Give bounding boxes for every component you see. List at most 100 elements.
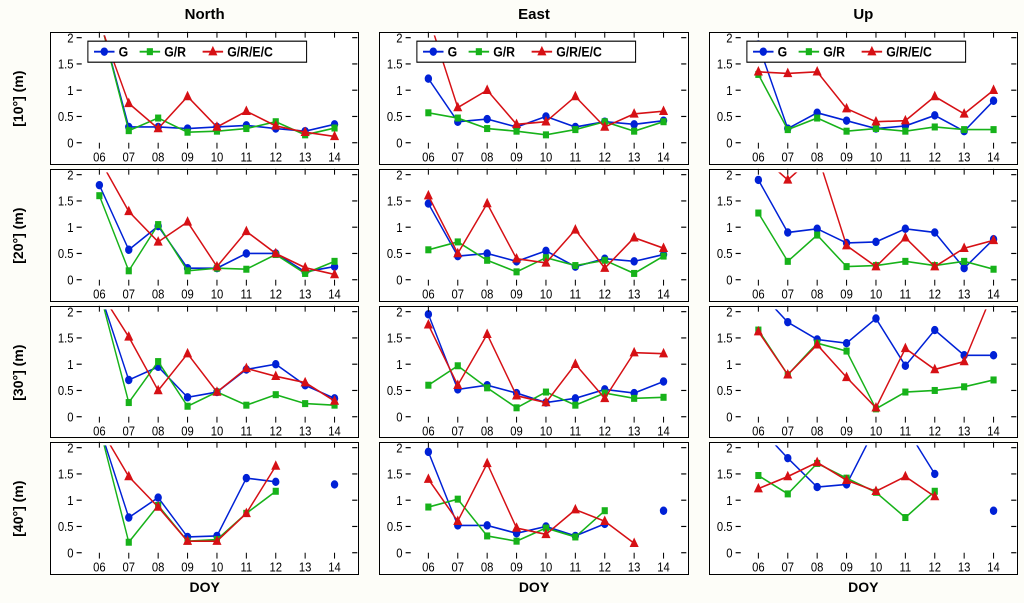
svg-text:09: 09: [511, 560, 524, 575]
svg-text:0.5: 0.5: [58, 109, 74, 124]
svg-text:13: 13: [958, 560, 971, 575]
svg-text:0.5: 0.5: [387, 383, 403, 398]
svg-text:14: 14: [658, 423, 671, 438]
svg-text:06: 06: [752, 423, 765, 438]
svg-text:12: 12: [599, 286, 612, 301]
svg-text:0: 0: [67, 409, 74, 424]
svg-text:07: 07: [452, 560, 465, 575]
svg-text:0: 0: [726, 546, 733, 561]
svg-text:08: 08: [481, 560, 494, 575]
svg-text:13: 13: [958, 286, 971, 301]
svg-text:1: 1: [397, 83, 404, 98]
svg-text:12: 12: [928, 150, 941, 165]
svg-text:11: 11: [570, 286, 582, 301]
svg-text:0.5: 0.5: [717, 383, 733, 398]
svg-text:06: 06: [422, 560, 435, 575]
svg-text:0.5: 0.5: [717, 246, 733, 261]
svg-text:G/R: G/R: [494, 44, 516, 60]
svg-text:G/R: G/R: [164, 44, 186, 60]
svg-text:11: 11: [570, 560, 582, 575]
svg-text:2: 2: [726, 167, 733, 182]
svg-text:08: 08: [152, 423, 165, 438]
svg-text:12: 12: [928, 560, 941, 575]
svg-text:12: 12: [928, 286, 941, 301]
svg-text:G/R/E/C: G/R/E/C: [557, 44, 603, 60]
chart-panel: 00.511.52060708091011121314: [50, 169, 359, 302]
svg-text:13: 13: [299, 286, 312, 301]
svg-text:1.5: 1.5: [387, 194, 403, 209]
svg-text:08: 08: [811, 423, 824, 438]
svg-text:08: 08: [152, 150, 165, 165]
chart-panel: 00.511.52060708091011121314GG/RG/R/E/C: [379, 32, 688, 165]
svg-text:08: 08: [152, 560, 165, 575]
svg-text:1: 1: [67, 83, 74, 98]
svg-text:0: 0: [397, 409, 404, 424]
svg-text:1: 1: [397, 493, 404, 508]
svg-text:1: 1: [67, 493, 74, 508]
svg-text:07: 07: [781, 286, 794, 301]
svg-text:G/R/E/C: G/R/E/C: [886, 44, 932, 60]
svg-text:14: 14: [328, 560, 341, 575]
svg-text:07: 07: [452, 150, 465, 165]
svg-text:13: 13: [958, 150, 971, 165]
svg-text:0.5: 0.5: [58, 520, 74, 535]
svg-text:09: 09: [511, 423, 524, 438]
svg-text:09: 09: [840, 150, 853, 165]
svg-text:08: 08: [481, 423, 494, 438]
svg-text:0.5: 0.5: [387, 246, 403, 261]
column-title: North: [50, 6, 359, 28]
svg-text:G/R/E/C: G/R/E/C: [227, 44, 273, 60]
svg-text:13: 13: [299, 150, 312, 165]
svg-text:11: 11: [241, 150, 253, 165]
svg-text:14: 14: [987, 560, 1000, 575]
svg-text:12: 12: [269, 423, 282, 438]
svg-text:09: 09: [840, 560, 853, 575]
svg-text:10: 10: [869, 423, 882, 438]
svg-text:07: 07: [123, 560, 136, 575]
svg-text:G: G: [777, 44, 787, 60]
svg-text:1: 1: [726, 220, 733, 235]
svg-text:08: 08: [481, 286, 494, 301]
svg-text:09: 09: [511, 286, 524, 301]
x-axis-label: DOY: [709, 579, 1018, 597]
svg-text:2: 2: [726, 304, 733, 319]
svg-text:14: 14: [987, 150, 1000, 165]
svg-text:06: 06: [752, 150, 765, 165]
svg-text:2: 2: [67, 441, 74, 456]
chart-panel: 00.511.52060708091011121314: [379, 442, 688, 575]
svg-text:0: 0: [67, 272, 74, 287]
svg-text:0: 0: [726, 272, 733, 287]
svg-text:10: 10: [540, 286, 553, 301]
svg-text:2: 2: [67, 167, 74, 182]
svg-text:10: 10: [211, 560, 224, 575]
svg-text:0: 0: [67, 136, 74, 151]
svg-text:2: 2: [67, 31, 74, 46]
svg-text:0: 0: [67, 546, 74, 561]
svg-text:09: 09: [181, 286, 194, 301]
svg-text:11: 11: [241, 423, 253, 438]
row-label: [30°] (m): [6, 306, 30, 439]
svg-text:12: 12: [928, 423, 941, 438]
svg-text:0.5: 0.5: [717, 109, 733, 124]
svg-text:13: 13: [628, 560, 641, 575]
svg-text:0.5: 0.5: [387, 520, 403, 535]
chart-panel: 00.511.52060708091011121314: [50, 306, 359, 439]
svg-text:08: 08: [811, 560, 824, 575]
svg-text:07: 07: [781, 423, 794, 438]
svg-text:1.5: 1.5: [717, 57, 733, 72]
svg-text:06: 06: [93, 423, 106, 438]
svg-text:07: 07: [452, 286, 465, 301]
svg-text:G/R: G/R: [823, 44, 845, 60]
svg-text:2: 2: [397, 167, 404, 182]
svg-text:2: 2: [67, 304, 74, 319]
svg-text:06: 06: [93, 286, 106, 301]
svg-text:13: 13: [299, 423, 312, 438]
svg-text:08: 08: [811, 286, 824, 301]
svg-text:0.5: 0.5: [387, 109, 403, 124]
chart-panel: 00.511.52060708091011121314: [379, 169, 688, 302]
svg-text:14: 14: [987, 423, 1000, 438]
svg-text:0.5: 0.5: [58, 383, 74, 398]
svg-text:1.5: 1.5: [387, 57, 403, 72]
svg-text:12: 12: [269, 286, 282, 301]
svg-text:2: 2: [397, 31, 404, 46]
